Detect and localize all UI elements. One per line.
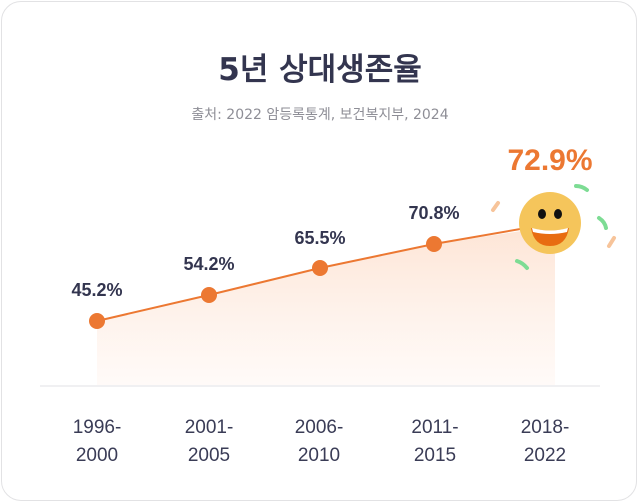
x-label-line2: 2005 [187, 445, 231, 466]
data-point[interactable] [89, 313, 105, 329]
area-fill [97, 226, 555, 385]
x-axis-label: 2018- 2022 [500, 414, 590, 470]
x-label-line2: 2015 [413, 445, 457, 466]
x-label-line2: 2022 [523, 445, 567, 466]
x-axis-label: 2006- 2010 [274, 414, 364, 470]
x-label-line1: 2011- [411, 417, 459, 438]
highlight-value-label: 72.9% [507, 144, 593, 177]
x-label-line2: 2000 [75, 445, 119, 466]
x-axis-label: 2001- 2005 [164, 414, 254, 470]
x-label-line2: 2010 [297, 445, 341, 466]
x-axis-label: 1996- 2000 [52, 414, 142, 470]
x-label-line1: 2006- [294, 417, 344, 438]
x-axis-label: 2011- 2015 [390, 414, 480, 470]
x-label-line1: 2001- [184, 417, 234, 438]
chart-source: 출처: 2022 암등록통계, 보건복지부, 2024 [191, 107, 449, 123]
value-label: 45.2% [71, 280, 123, 300]
x-label-line1: 2018- [520, 417, 570, 438]
value-label: 70.8% [408, 203, 460, 223]
data-point[interactable] [201, 287, 217, 303]
x-label-line1: 1996- [72, 417, 122, 438]
data-point[interactable] [426, 236, 442, 252]
grinning-face-emoji-icon [519, 192, 581, 254]
value-label: 65.5% [294, 228, 346, 248]
x-axis-baseline [40, 385, 600, 387]
value-label: 54.2% [183, 254, 235, 274]
chart-title: 5년 상대생존율 [218, 52, 422, 88]
data-point[interactable] [312, 260, 328, 276]
confetti-icon [491, 184, 616, 270]
